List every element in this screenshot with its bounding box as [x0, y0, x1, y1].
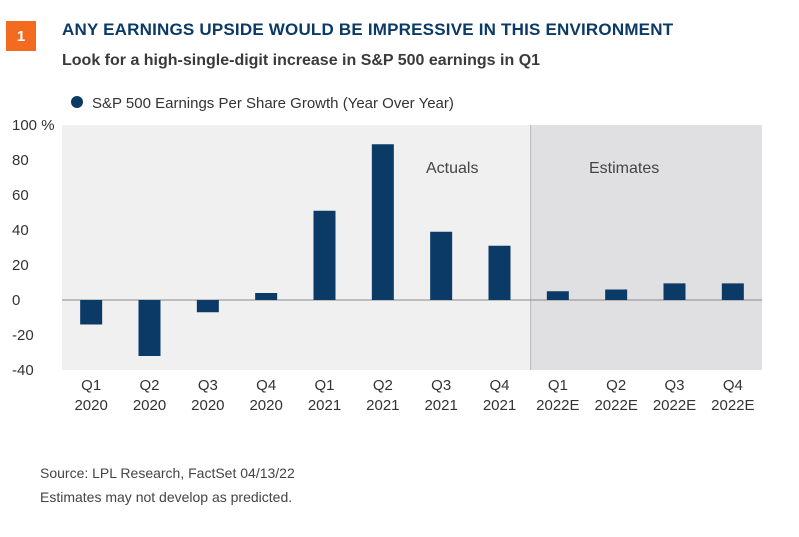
y-tick-label: -20	[12, 327, 34, 344]
y-tick-label: -40	[12, 362, 34, 379]
y-tick-label: 20	[12, 257, 29, 274]
x-tick-label: Q3 2020	[191, 377, 224, 414]
bar	[255, 293, 277, 300]
legend-marker	[71, 96, 83, 108]
y-tick-label: 0	[12, 292, 20, 309]
x-tick-label: Q4 2020	[249, 377, 282, 414]
bar	[722, 283, 744, 300]
x-tick-label: Q4 2021	[483, 377, 516, 414]
bar	[489, 246, 511, 300]
x-tick-label: Q3 2021	[424, 377, 457, 414]
source-note: Source: LPL Research, FactSet 04/13/22 E…	[40, 461, 295, 509]
y-tick-label: 40	[12, 222, 29, 239]
disclaimer-line: Estimates may not develop as predicted.	[40, 485, 295, 509]
bar	[664, 283, 686, 300]
x-tick-label: Q2 2021	[366, 377, 399, 414]
x-tick-label: Q3 2022E	[653, 377, 696, 414]
bar	[314, 211, 336, 300]
legend-label: S&P 500 Earnings Per Share Growth (Year …	[92, 95, 454, 112]
bar	[197, 300, 219, 312]
source-line: Source: LPL Research, FactSet 04/13/22	[40, 461, 295, 485]
y-tick-label: 60	[12, 187, 29, 204]
x-tick-label: Q1 2020	[74, 377, 107, 414]
y-tick-label: 80	[12, 152, 29, 169]
y-tick-label: 100 %	[12, 117, 55, 134]
x-tick-label: Q2 2022E	[594, 377, 637, 414]
bar	[605, 290, 627, 301]
bar-chart: 100 % 80 60 40 20 0 -20 -40 Q1 2020 Q2 2020 Q3 2020 Q…	[0, 0, 799, 460]
x-tick-label: Q4 2022E	[711, 377, 754, 414]
bar	[372, 144, 394, 300]
estimates-annotation: Estimates	[589, 160, 659, 177]
x-tick-label: Q2 2020	[133, 377, 166, 414]
bar	[139, 300, 161, 356]
actuals-annotation: Actuals	[426, 160, 478, 177]
bar	[547, 291, 569, 300]
bar	[430, 232, 452, 300]
x-tick-label: Q1 2021	[308, 377, 341, 414]
x-tick-label: Q1 2022E	[536, 377, 579, 414]
bar	[80, 300, 102, 325]
